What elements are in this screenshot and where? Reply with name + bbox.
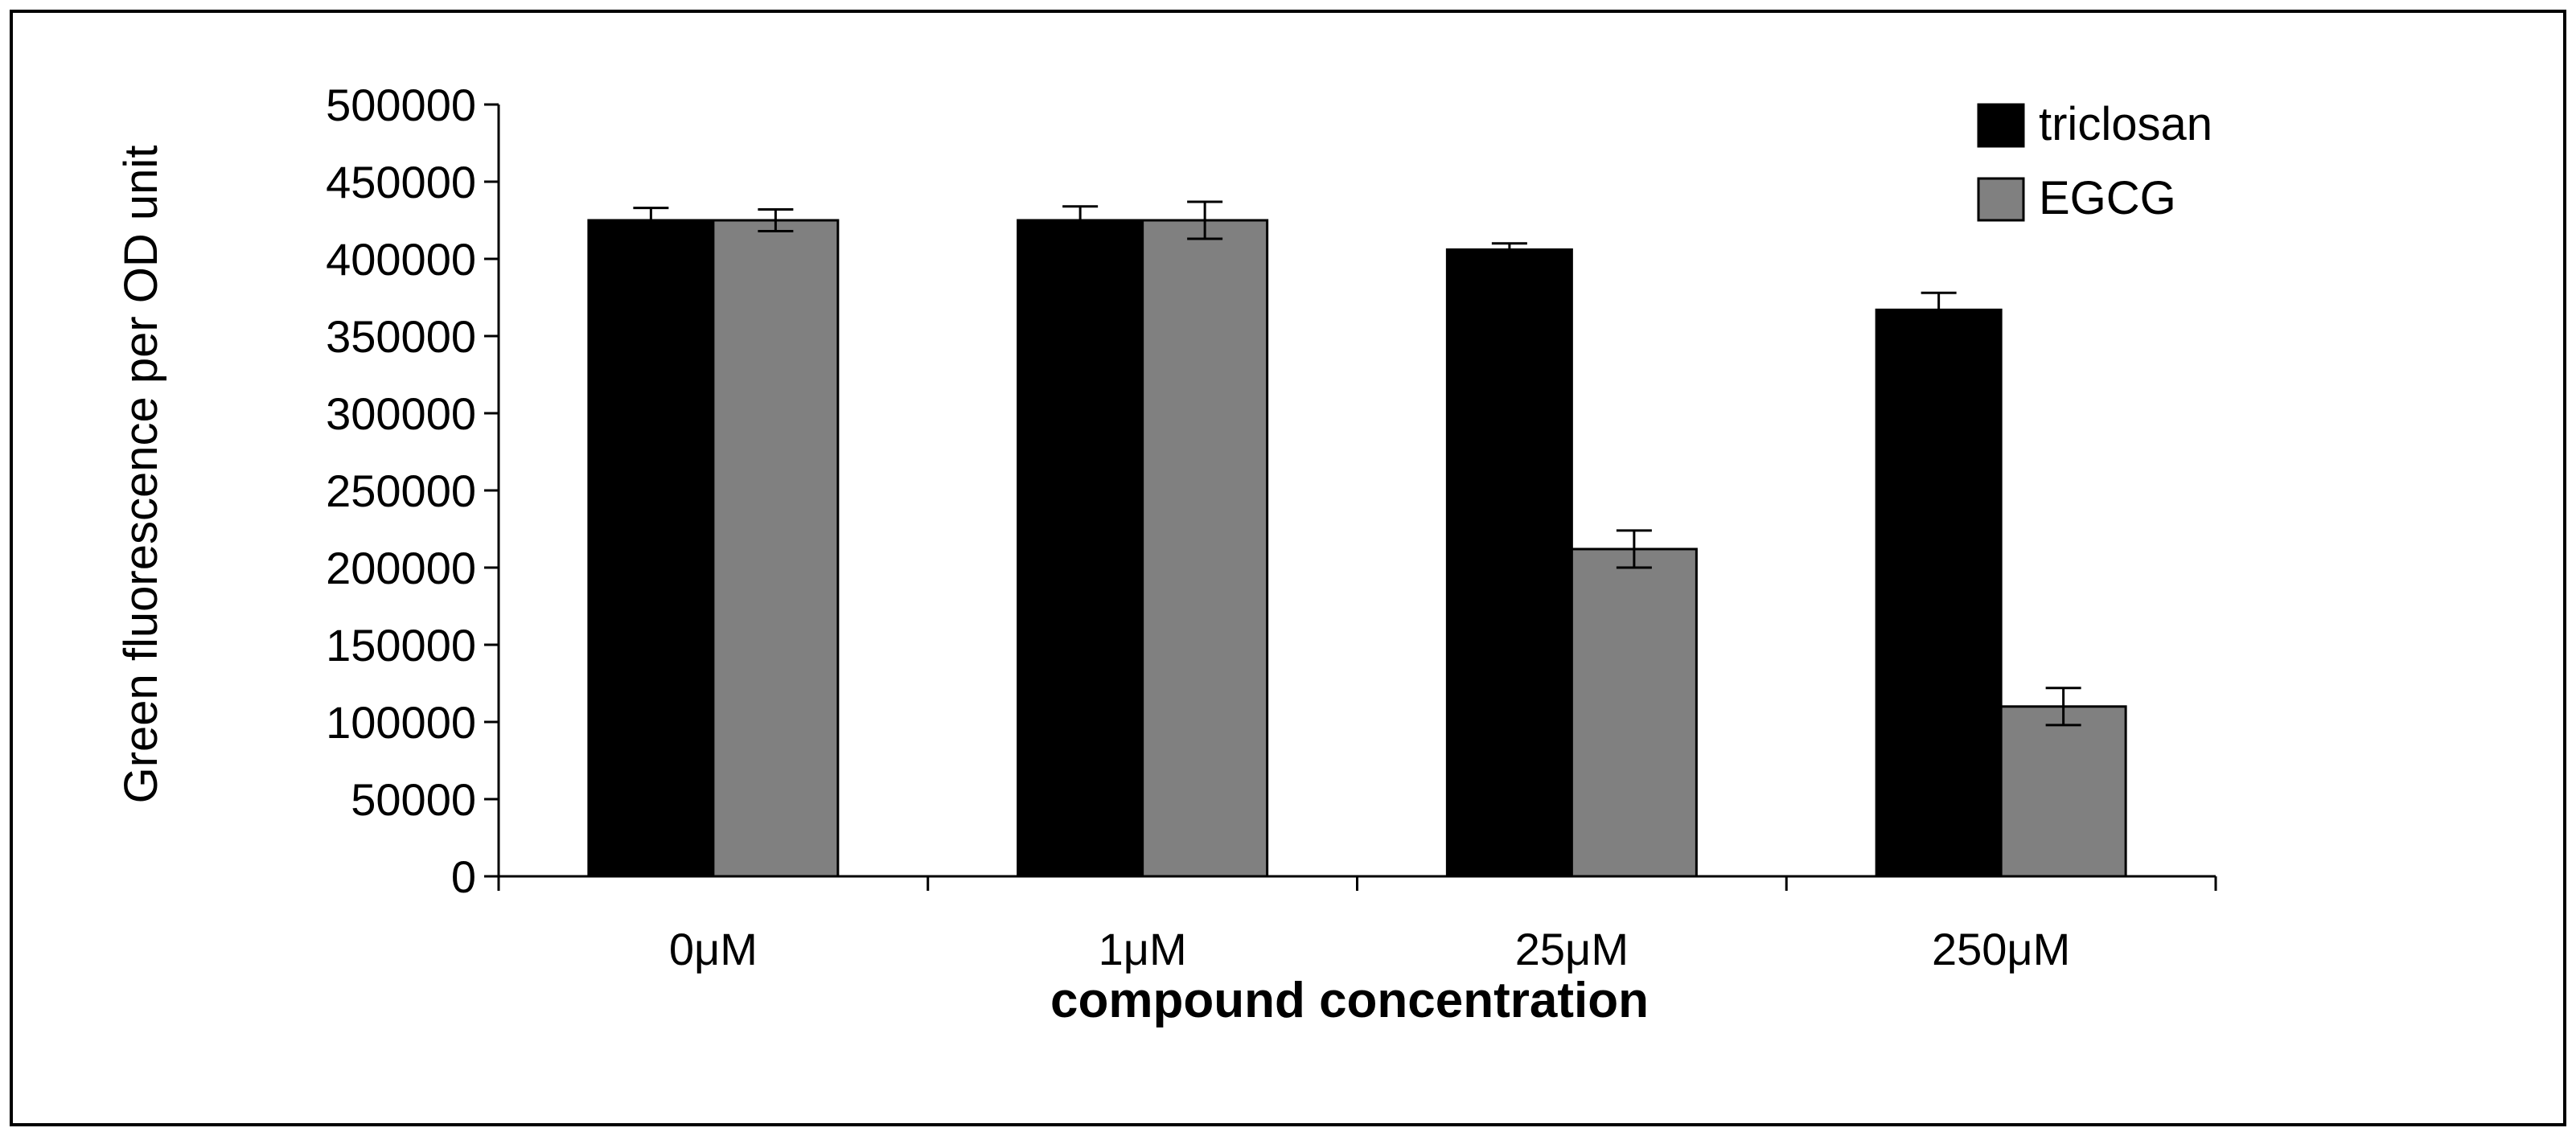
bar-triclosan-1: [1017, 219, 1144, 878]
y-tick-label: 250000: [326, 465, 476, 516]
y-tick-label: 400000: [326, 234, 476, 285]
x-tick-label-2: 25μM: [1515, 924, 1629, 974]
y-tick-label: 100000: [326, 697, 476, 748]
y-tick-label: 300000: [326, 388, 476, 439]
x-tick-label-0: 0μM: [669, 924, 758, 974]
legend-swatch-triclosan: [1977, 103, 2025, 148]
bar-egcg-2: [1570, 547, 1698, 878]
y-axis-ticks: 0 50000 100000 150000 200000 250000 300000 3500…: [326, 80, 499, 902]
bar-egcg-0: [712, 219, 840, 878]
legend-swatch-egcg: [1977, 177, 2025, 222]
x-tick-label-1: 1μM: [1099, 924, 1187, 974]
y-tick-label: 200000: [326, 543, 476, 593]
y-tick-label: 150000: [326, 620, 476, 671]
axes: [497, 105, 2217, 891]
legend-label-egcg: EGCG: [2039, 172, 2176, 224]
legend: triclosan EGCG: [1977, 98, 2212, 224]
bars: [587, 219, 2127, 878]
bar-triclosan-0: [587, 219, 715, 878]
bar-triclosan-3: [1875, 308, 2003, 878]
bar-egcg-3: [1999, 705, 2127, 878]
y-tick-label: 450000: [326, 157, 476, 207]
y-tick-label: 50000: [351, 774, 476, 825]
error-bars: [633, 200, 2081, 727]
y-axis-title: Green fluorescence per OD unit: [115, 146, 167, 804]
x-axis-title: compound concentration: [1050, 973, 1649, 1028]
y-tick-label: 500000: [326, 80, 476, 130]
legend-label-triclosan: triclosan: [2039, 98, 2212, 150]
x-axis-tick-labels: 0μM 1μM 25μM 250μM: [669, 924, 2070, 974]
outer-border: [10, 10, 2566, 1126]
bar-egcg-1: [1141, 219, 1269, 878]
y-tick-label: 0: [451, 851, 476, 902]
x-tick-label-3: 250μM: [1932, 924, 2070, 974]
bar-triclosan-2: [1445, 248, 1573, 878]
y-tick-label: 350000: [326, 311, 476, 362]
